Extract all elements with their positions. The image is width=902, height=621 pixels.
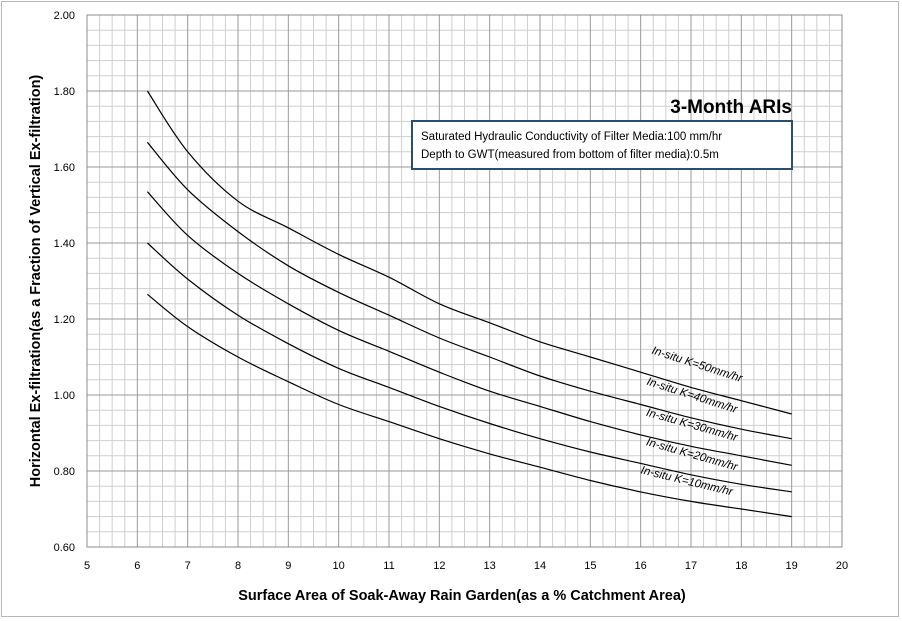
note-box: Saturated Hydraulic Conductivity of Filt… [411, 120, 793, 170]
x-tick-labels: 5 6 7 8 9 10 11 12 13 14 15 16 17 18 19 20 [84, 560, 848, 572]
x-tick-label: 7 [185, 560, 191, 572]
x-tick-label: 16 [635, 560, 647, 572]
x-tick-label: 13 [484, 560, 496, 572]
series-line-4 [146, 242, 792, 493]
x-tick-label: 19 [786, 560, 798, 572]
x-tick-label: 12 [433, 560, 445, 572]
series-line-1 [146, 90, 792, 415]
x-tick-label: 17 [685, 560, 697, 572]
x-axis-title: Surface Area of Soak-Away Rain Garden(as… [238, 588, 686, 604]
y-tick-labels: 0.60 0.80 1.00 1.20 1.40 1.60 1.80 2.00 [54, 10, 75, 554]
x-tick-label: 8 [235, 560, 241, 572]
x-tick-label: 5 [84, 560, 90, 572]
y-tick-label: 1.40 [54, 238, 75, 250]
x-tick-label: 10 [333, 560, 345, 572]
series-line-5 [147, 293, 792, 518]
x-tick-label: 15 [584, 560, 596, 572]
y-tick-label: 1.20 [54, 314, 75, 326]
x-tick-label: 20 [836, 560, 848, 572]
y-tick-label: 0.80 [54, 466, 75, 478]
series-line-3 [146, 191, 792, 466]
y-tick-label: 2.00 [54, 10, 75, 22]
y-axis-title: Horizontal Ex-filtration(as a Fraction o… [28, 75, 44, 488]
y-tick-label: 1.60 [54, 162, 75, 174]
x-tick-label: 14 [534, 560, 546, 572]
note-box-border [411, 120, 793, 170]
series-lines [146, 90, 792, 518]
minor-gridlines [87, 15, 842, 547]
chart-heading: 3-Month ARIs [670, 97, 792, 118]
y-tick-label: 0.60 [54, 542, 75, 554]
plot-area [86, 14, 843, 548]
y-tick-label: 1.80 [54, 86, 75, 98]
x-tick-label: 9 [285, 560, 291, 572]
note-line-gwt-depth: Depth to GWT(measured from bottom of fil… [421, 149, 719, 161]
note-line-conductivity: Saturated Hydraulic Conductivity of Filt… [421, 131, 722, 143]
x-tick-label: 11 [383, 560, 394, 572]
series-line-2 [146, 141, 792, 440]
x-tick-label: 18 [735, 560, 747, 572]
series-label-5: In-situ K=10mm/hr [639, 465, 735, 499]
y-tick-label: 1.00 [54, 390, 75, 402]
x-tick-label: 6 [134, 560, 140, 572]
